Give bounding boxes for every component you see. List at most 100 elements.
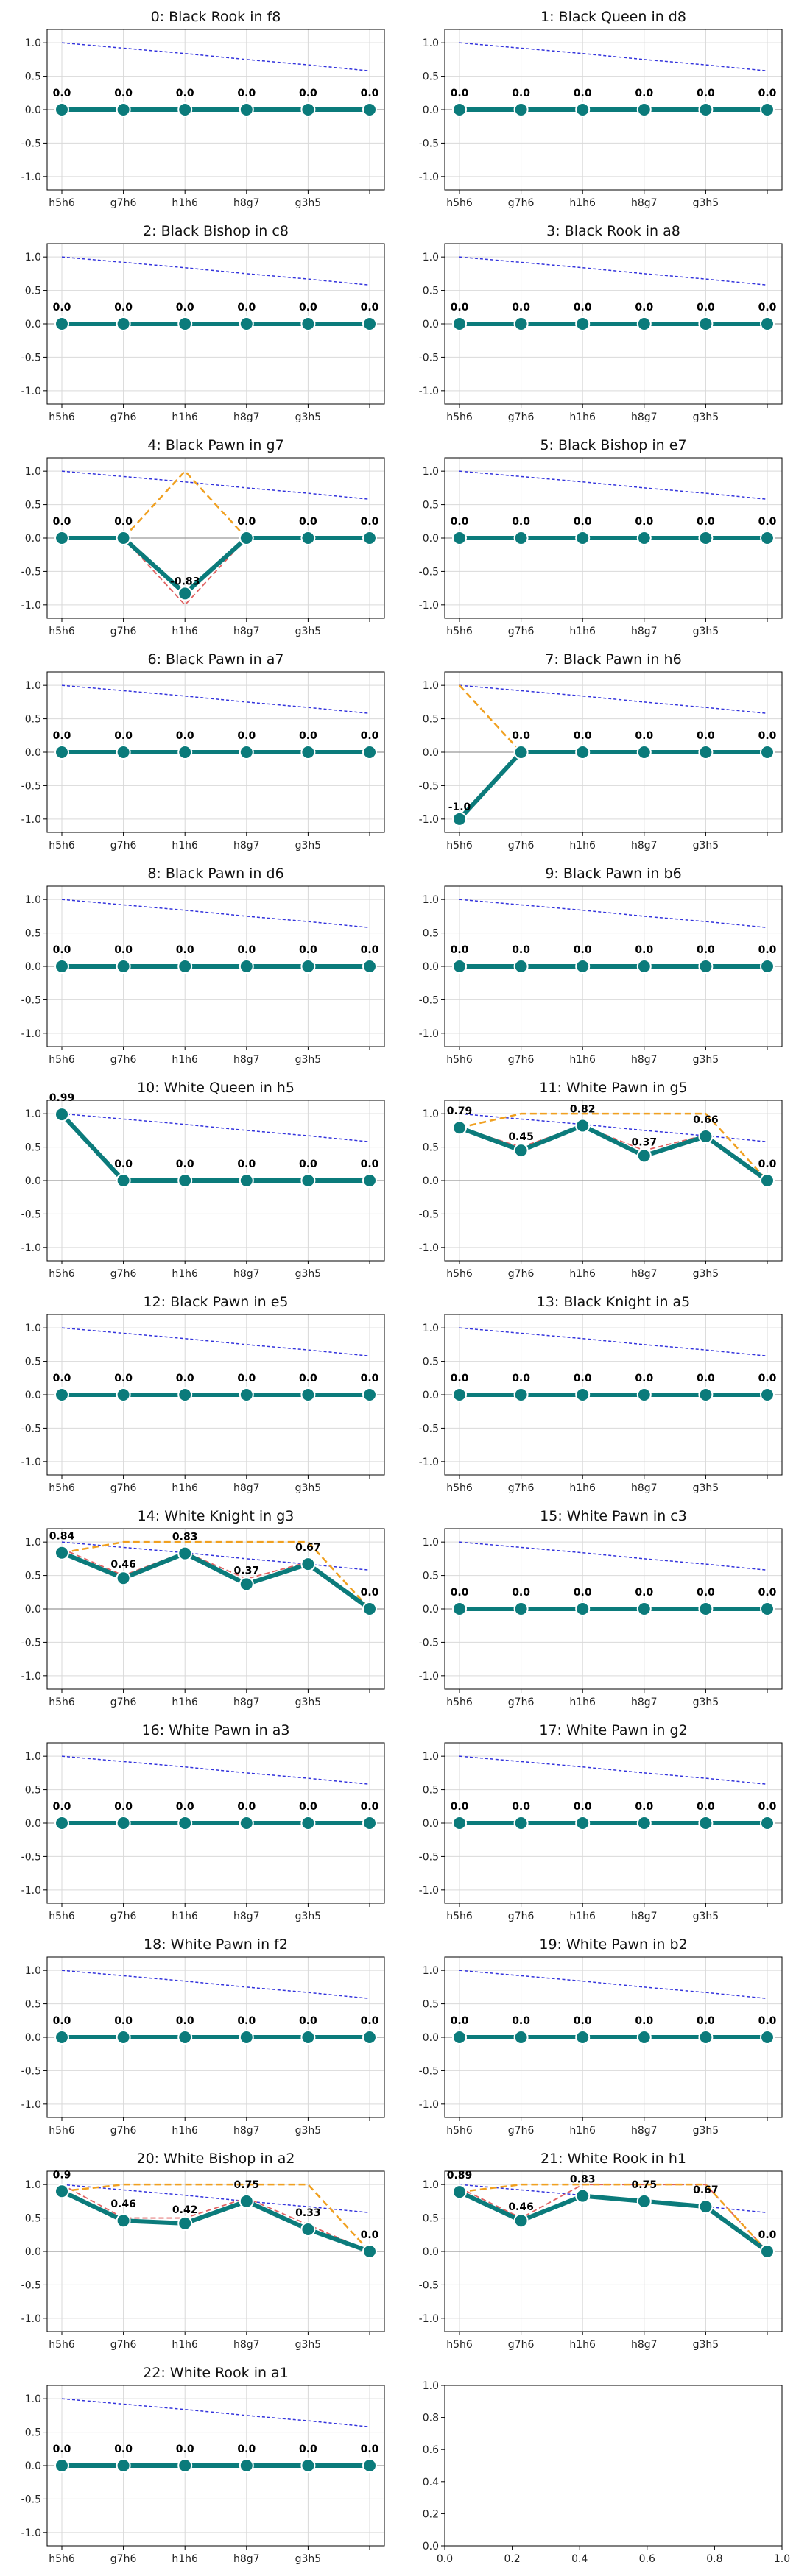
data-label: 0.9 (53, 2169, 71, 2181)
data-point (636, 531, 652, 545)
subplot-19: 19: White Pawn in b2 -1.0 -0.5 0.0 0.5 1.0 h5h… (419, 1936, 783, 2137)
data-label: 0.0 (758, 1801, 777, 1813)
data-label: 0.0 (512, 302, 530, 314)
y-tick-label: -0.5 (419, 1851, 439, 1863)
data-label: 0.0 (237, 302, 256, 314)
data-label: 0.0 (697, 2015, 715, 2027)
y-tick-label: -0.5 (21, 138, 41, 149)
data-point (760, 2244, 775, 2259)
data-label: 0.0 (574, 1801, 592, 1813)
data-label: 0.0 (574, 1373, 592, 1384)
data-label: 0.0 (574, 1587, 592, 1599)
y-tick-label: 0.0 (25, 1175, 41, 1187)
data-label: 0.0 (176, 2444, 194, 2455)
data-label: 0.0 (176, 1801, 194, 1813)
data-point (513, 1602, 529, 1616)
data-label: 0.0 (361, 730, 379, 742)
data-label: 0.89 (447, 2170, 473, 2182)
data-point (54, 2184, 69, 2199)
data-point (452, 102, 467, 117)
data-point (452, 1816, 467, 1830)
data-point (116, 2030, 131, 2045)
data-label: 0.0 (361, 2444, 379, 2455)
data-label: 0.0 (697, 944, 715, 956)
x-tick-label: h8g7 (631, 626, 658, 637)
y-tick-label: 0.5 (25, 1356, 41, 1368)
data-label: 0.0 (512, 1373, 530, 1384)
x-tick-label: g7h6 (110, 840, 137, 852)
x-tick-label: h5h6 (446, 1054, 473, 1066)
y-tick-label: -0.5 (21, 1423, 41, 1434)
data-label: 0.0 (361, 88, 379, 99)
x-tick-label: g3h5 (295, 2553, 322, 2565)
data-point (760, 1602, 775, 1616)
y-tick-label: 0.0 (25, 747, 41, 759)
y-tick-label: 0.0 (423, 961, 439, 973)
data-label: 0.0 (361, 302, 379, 314)
data-point (760, 2030, 775, 2045)
data-point (362, 531, 377, 545)
x-tick-label: h8g7 (233, 411, 260, 423)
y-tick-label: 1.0 (423, 894, 439, 906)
data-label: 0.0 (574, 88, 592, 99)
x-tick-label: g3h5 (693, 1482, 719, 1494)
x-tick-label: h1h6 (569, 2339, 596, 2351)
data-label: 0.0 (114, 2015, 133, 2027)
subplot-title: 12: Black Pawn in e5 (143, 1294, 288, 1310)
data-label: 0.0 (53, 944, 71, 956)
y-tick-label: -1.0 (21, 2099, 41, 2111)
data-label: 0.37 (632, 1136, 658, 1148)
x-tick-label: g7h6 (110, 1268, 137, 1280)
subplot-title: 20: White Bishop in a2 (137, 2151, 295, 2167)
data-label: 0.0 (299, 2015, 317, 2027)
y-tick-label: -1.0 (21, 1885, 41, 1897)
data-point (54, 102, 69, 117)
data-point (575, 1602, 591, 1616)
data-label: 0.0 (361, 1158, 379, 1170)
y-tick-label: -1.0 (419, 600, 439, 612)
data-point (513, 2213, 529, 2229)
x-tick-label: h5h6 (446, 626, 473, 637)
data-point (116, 2458, 131, 2473)
data-label: 0.0 (237, 1801, 256, 1813)
subplot-title: 16: White Pawn in a3 (142, 1722, 290, 1738)
y-tick-label: -1.0 (21, 386, 41, 397)
data-label: 0.0 (299, 730, 317, 742)
y-tick-label: -1.0 (419, 1028, 439, 1040)
data-label: 0.0 (114, 730, 133, 742)
data-point (513, 316, 529, 331)
data-label: 0.66 (693, 1114, 719, 1126)
x-tick-label: h8g7 (233, 2553, 260, 2565)
y-tick-label: -1.0 (419, 2313, 439, 2325)
y-tick-label: 0.5 (423, 928, 439, 940)
x-tick-label: g7h6 (110, 197, 137, 209)
data-label: 0.0 (237, 1158, 256, 1170)
data-label: 0.0 (635, 944, 653, 956)
reference-series-line (61, 256, 370, 286)
data-point (698, 959, 714, 974)
data-label: 0.84 (49, 1531, 75, 1543)
data-point (54, 745, 69, 760)
data-point (116, 2213, 131, 2229)
data-label: 0.0 (758, 944, 777, 956)
data-label: 0.0 (512, 2015, 530, 2027)
subplot-title: 7: Black Pawn in h6 (545, 651, 681, 668)
y-tick-label: 1.0 (25, 252, 41, 263)
subplot-title: 8: Black Pawn in d6 (147, 866, 284, 882)
data-label: 0.0 (758, 1158, 777, 1170)
y-tick-label: 1.0 (25, 1751, 41, 1763)
empty-y-tick-label: 0.2 (423, 2508, 439, 2520)
y-tick-label: 1.0 (25, 2179, 41, 2191)
data-label: 0.0 (53, 516, 71, 528)
data-point (760, 102, 775, 117)
data-point (636, 2193, 652, 2209)
data-point (177, 2030, 193, 2045)
subplot-7: 7: Black Pawn in h6 -1.0 -0.5 0.0 0.5 1.0 h5h6… (419, 651, 783, 852)
reference-series-line (459, 256, 768, 286)
x-tick-label: g3h5 (693, 1268, 719, 1280)
x-tick-label: h8g7 (233, 1054, 260, 1066)
reference-series-line (61, 1755, 370, 1786)
x-tick-label: h8g7 (233, 1911, 260, 1922)
x-tick-label: h8g7 (233, 2125, 260, 2137)
data-point (636, 1602, 652, 1616)
